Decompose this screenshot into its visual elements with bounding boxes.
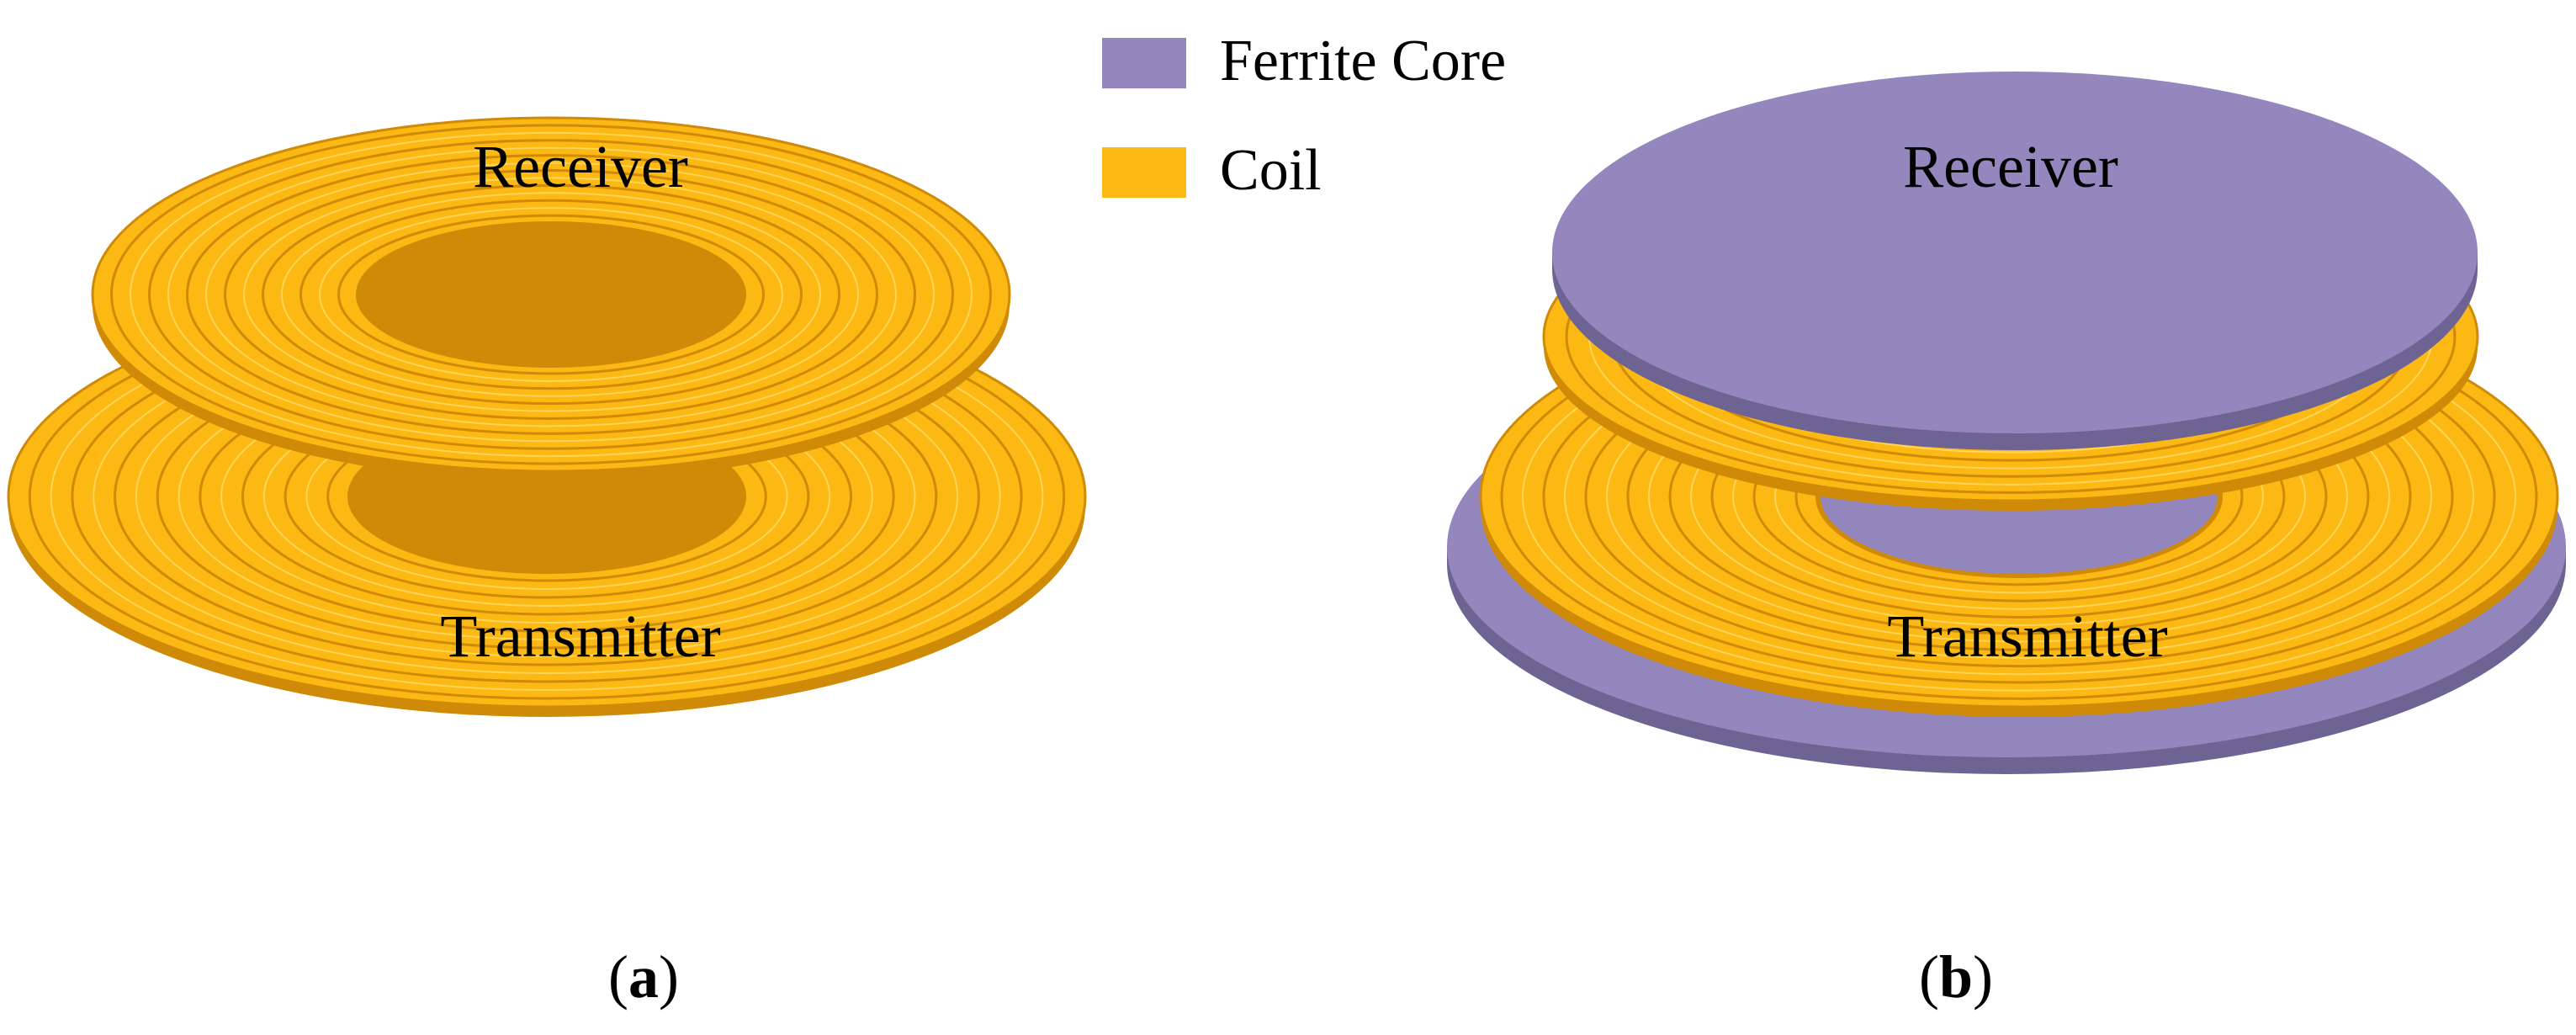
coil-turn — [130, 131, 973, 458]
transmitter-label-a: Transmitter — [440, 602, 720, 670]
legend-label-ferrite: Ferrite Core — [1220, 29, 1506, 93]
receiver-ferrite-plate-b — [1552, 72, 2478, 450]
legend: Ferrite Core Coil — [1102, 29, 1506, 203]
coil-turn — [262, 183, 840, 406]
receiver-label-a: Receiver — [473, 133, 688, 200]
coil-turn — [186, 154, 916, 435]
panel-b: Receiver Transmitter (b) — [1447, 72, 2566, 1011]
caption-letter-b: b — [1939, 943, 1973, 1011]
coil-turn — [148, 139, 954, 450]
coil-turn — [243, 177, 859, 412]
coil-inner-edge — [356, 221, 746, 368]
ferrite-top — [1552, 72, 2478, 433]
coil-turn — [167, 146, 935, 443]
caption-b: (b) — [1919, 943, 1993, 1011]
panel-a: Receiver Transmitter (a) — [7, 116, 1087, 1011]
coil-turn — [110, 124, 992, 465]
legend-swatch-coil — [1102, 147, 1186, 198]
coil-turn — [224, 169, 878, 420]
coil-turn — [299, 199, 803, 390]
coil-turn — [205, 162, 897, 427]
receiver-coil-a — [91, 116, 1011, 481]
caption-letter-a: a — [628, 943, 659, 1011]
legend-label-coil: Coil — [1220, 138, 1322, 203]
coil-turn — [337, 214, 765, 375]
transmitter-label-b: Transmitter — [1887, 602, 2167, 670]
receiver-label-b: Receiver — [1903, 133, 2118, 200]
coil-turn — [281, 192, 821, 397]
coil-turn — [319, 207, 783, 382]
legend-swatch-ferrite — [1102, 38, 1186, 88]
caption-a: (a) — [608, 943, 679, 1011]
